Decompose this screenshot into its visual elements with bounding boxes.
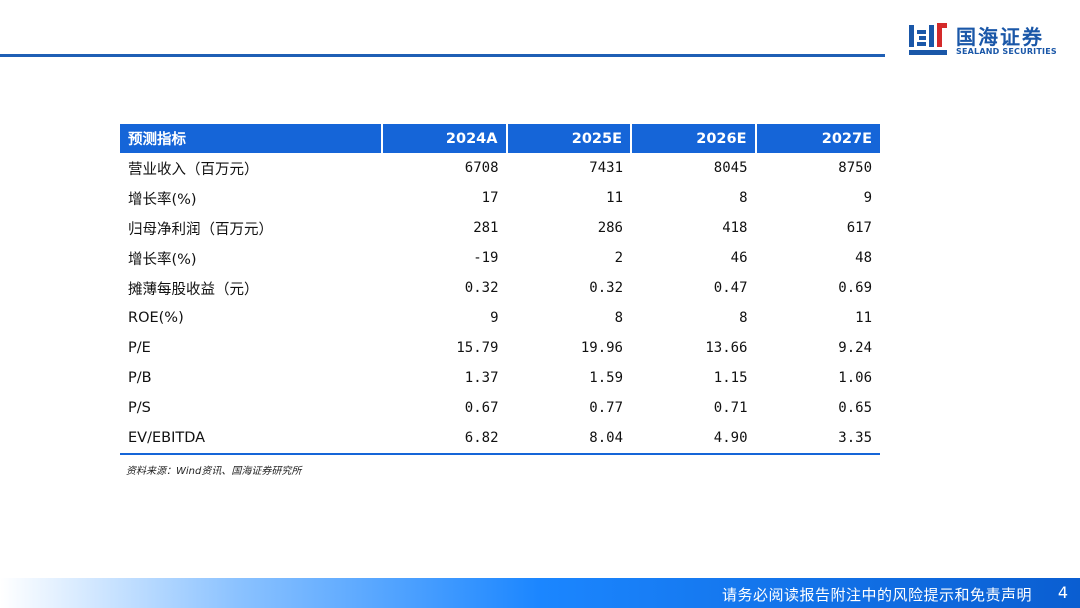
table-cell: 418 xyxy=(722,220,748,236)
brand-name-en: SEALAND SECURITIES xyxy=(956,47,1057,56)
table-cell: 15.79 xyxy=(456,340,499,356)
table-row: 营业收入（百万元） 6708 7431 8045 8750 xyxy=(120,153,880,183)
row-label: 增长率(%) xyxy=(128,251,197,268)
table-cell: 281 xyxy=(473,220,499,236)
table-cell: 7431 xyxy=(589,160,623,176)
table-cell: 6.82 xyxy=(382,423,507,455)
table-row: ROE(%) 9 8 8 11 xyxy=(120,303,880,333)
table-cell: 0.77 xyxy=(589,400,623,416)
table-cell: 8 xyxy=(614,310,623,326)
table-cell: 1.06 xyxy=(838,370,872,386)
table-row: 归母净利润（百万元） 281 286 418 617 xyxy=(120,213,880,243)
table-cell: 8045 xyxy=(713,160,748,176)
table-cell: 286 xyxy=(597,220,623,236)
header-cell-2026e: 2026E xyxy=(631,124,757,153)
table-row: 摊薄每股收益（元） 0.32 0.32 0.47 0.69 xyxy=(120,273,880,303)
table-cell: 6708 xyxy=(464,160,499,176)
table-cell: -19 xyxy=(473,250,499,266)
table-cell: 2 xyxy=(614,250,623,266)
table-row: EV/EBITDA 6.82 8.04 4.90 3.35 xyxy=(120,423,880,455)
footer-bar: 请务必阅读报告附注中的风险提示和免责声明 4 xyxy=(0,578,1080,608)
table-cell: 11 xyxy=(855,310,872,326)
row-label: ROE(%) xyxy=(128,310,184,326)
table-cell: 4.90 xyxy=(631,423,756,455)
table-row: 增长率(%) 17 11 8 9 xyxy=(120,183,880,213)
row-label: P/S xyxy=(128,400,151,416)
table-cell: 0.69 xyxy=(838,280,872,296)
table-cell: 0.47 xyxy=(713,280,748,296)
table-cell: 8.04 xyxy=(506,423,631,455)
table-row: P/B 1.37 1.59 1.15 1.06 xyxy=(120,363,880,393)
table-cell: 11 xyxy=(606,190,623,206)
table-cell: 19.96 xyxy=(580,340,623,356)
brand-logo: 国海证券 SEALAND SECURITIES xyxy=(908,20,1068,60)
table-cell: 9.24 xyxy=(838,340,872,356)
source-note: 资料来源：Wind资讯、国海证券研究所 xyxy=(126,466,302,477)
table-cell: 0.32 xyxy=(464,280,499,296)
header-cell-indicator: 预测指标 xyxy=(120,124,383,153)
row-label: P/B xyxy=(128,370,152,386)
table-row: 增长率(%) -19 2 46 48 xyxy=(120,243,880,273)
table-cell: 48 xyxy=(855,250,872,266)
row-label: EV/EBITDA xyxy=(120,423,382,455)
table-cell: 0.71 xyxy=(713,400,748,416)
table-cell: 0.32 xyxy=(589,280,623,296)
table-cell: 9 xyxy=(490,310,499,326)
table-cell: 1.59 xyxy=(589,370,623,386)
table-cell: 9 xyxy=(863,190,872,206)
row-label: 归母净利润（百万元） xyxy=(128,221,273,238)
table-cell: 8 xyxy=(739,310,748,326)
row-label: 增长率(%) xyxy=(128,191,197,208)
row-label: 摊薄每股收益（元） xyxy=(128,281,259,298)
table-cell: 46 xyxy=(730,250,748,266)
table-row: P/S 0.67 0.77 0.71 0.65 xyxy=(120,393,880,423)
header-cell-2025e: 2025E xyxy=(506,124,632,153)
header-rule xyxy=(0,54,885,57)
page-number: 4 xyxy=(1057,583,1068,602)
brand-name-cn: 国海证券 xyxy=(956,25,1044,49)
table-cell: 1.37 xyxy=(464,370,499,386)
row-label: P/E xyxy=(128,340,151,356)
table-cell: 617 xyxy=(846,220,872,236)
disclaimer-text: 请务必阅读报告附注中的风险提示和免责声明 xyxy=(721,586,1032,604)
table-cell: 17 xyxy=(481,190,499,206)
table-cell: 0.67 xyxy=(464,400,499,416)
table-cell: 8 xyxy=(739,190,748,206)
forecast-table: 预测指标 2024A 2025E 2026E 2027E 营业收入（百万元） 6… xyxy=(120,124,880,455)
header-cell-2024a: 2024A xyxy=(382,124,508,153)
table-cell: 1.15 xyxy=(713,370,748,386)
row-label: 营业收入（百万元） xyxy=(128,161,259,178)
header-cell-2027e: 2027E xyxy=(755,124,880,153)
table-cell: 8750 xyxy=(838,160,872,176)
table-cell: 0.65 xyxy=(838,400,872,416)
table-cell: 3.35 xyxy=(755,423,880,455)
table-header-row: 预测指标 2024A 2025E 2026E 2027E xyxy=(120,124,880,153)
sealand-logo-icon xyxy=(909,23,947,55)
table-row: P/E 15.79 19.96 13.66 9.24 xyxy=(120,333,880,363)
table-cell: 13.66 xyxy=(705,340,748,356)
